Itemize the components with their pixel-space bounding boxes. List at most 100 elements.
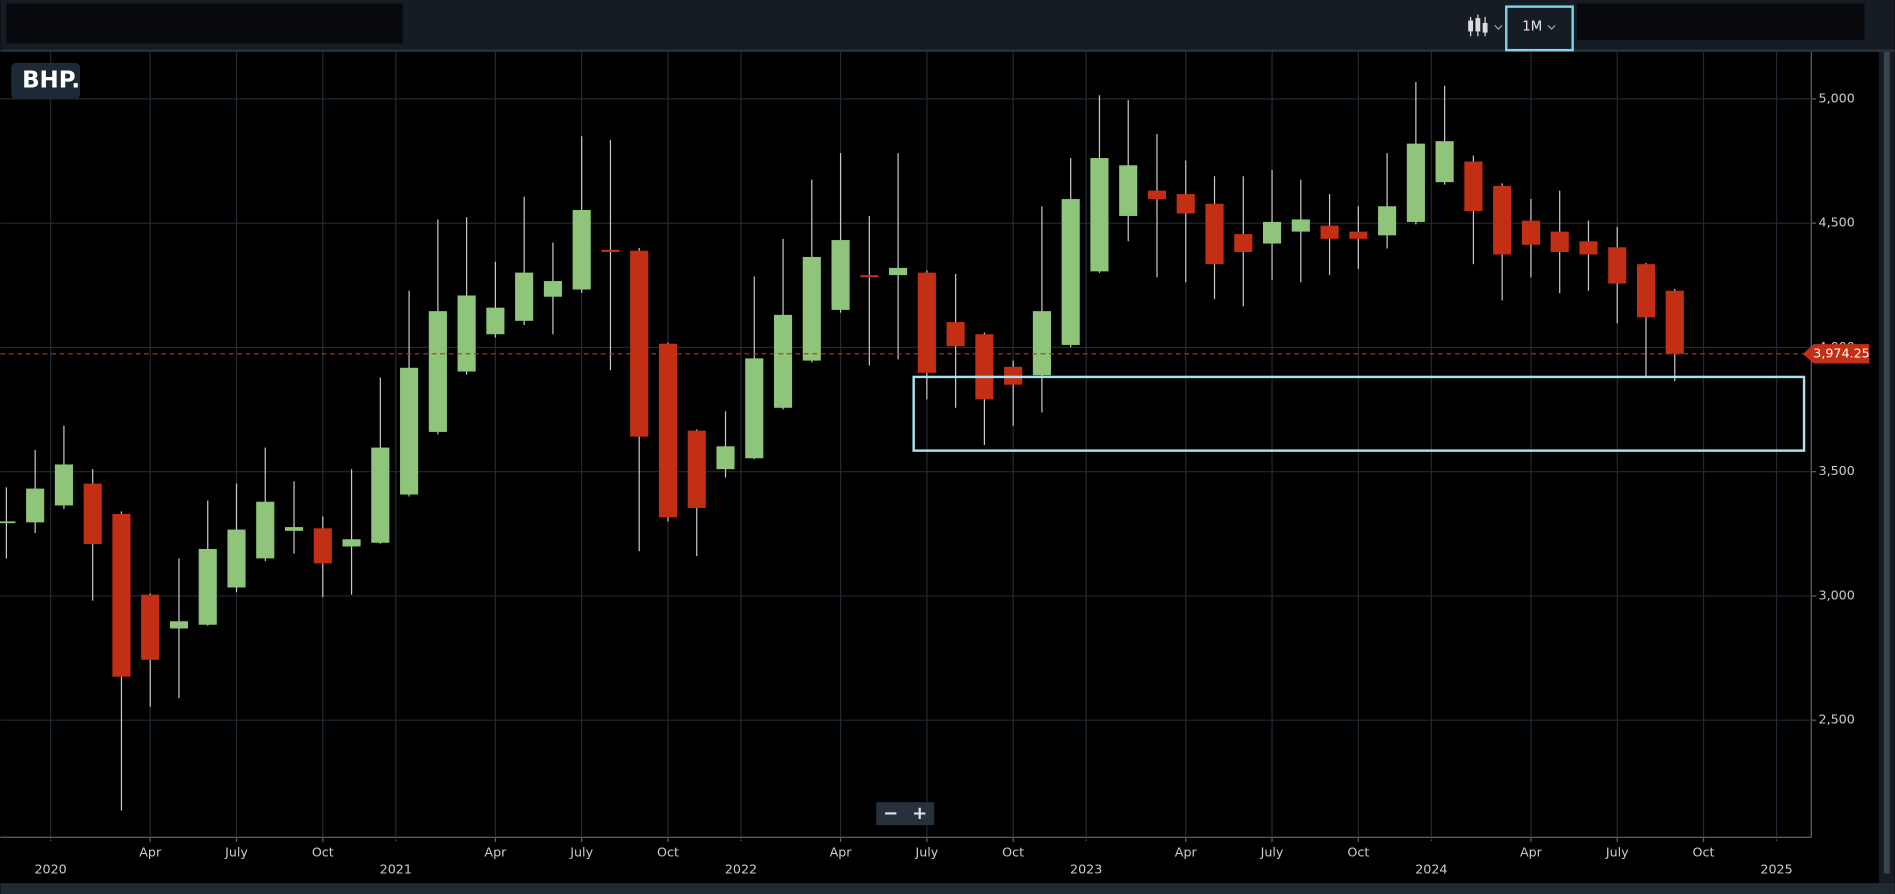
- x-tick-label: July: [569, 844, 593, 859]
- x-tick-label: 2025: [1760, 861, 1792, 876]
- candle-body: [630, 250, 649, 437]
- x-tick-label: Oct: [657, 844, 679, 859]
- candle-body: [141, 594, 160, 660]
- candle-body: [1061, 199, 1080, 345]
- candle-body: [1579, 241, 1598, 255]
- candle-body: [1234, 234, 1253, 252]
- x-tick-label: Oct: [1347, 844, 1369, 859]
- candle-body: [342, 539, 361, 547]
- x-tick-label: Apr: [484, 844, 507, 859]
- interval-label: 1M: [1522, 20, 1542, 35]
- scrollbar-thumb[interactable]: [1883, 51, 1890, 874]
- zoom-out[interactable]: −: [883, 803, 898, 824]
- candle-body: [486, 307, 505, 335]
- candle-body: [1378, 206, 1397, 236]
- x-tick-label: July: [1260, 844, 1284, 859]
- x-tick-label: 2022: [725, 861, 757, 876]
- candle-body: [1665, 290, 1684, 354]
- symbol: BHP.: [22, 67, 80, 93]
- x-tick-label: 2021: [380, 861, 412, 876]
- x-tick-label: Apr: [830, 844, 853, 859]
- candle-body: [515, 272, 534, 321]
- toolbar-border: [0, 49, 1895, 52]
- candle-body: [1464, 161, 1483, 211]
- last-price-label: 3,974.25: [1813, 345, 1869, 360]
- chart-type-button[interactable]: [1468, 14, 1503, 37]
- zoom-controls: − +: [876, 802, 935, 826]
- candle-body: [428, 311, 447, 432]
- y-tick-label: 3,000: [1819, 587, 1855, 602]
- candle-body: [1349, 231, 1368, 239]
- candle-body: [860, 275, 879, 278]
- candle-body: [1608, 247, 1627, 284]
- candle-body: [601, 249, 620, 252]
- candle-body: [198, 548, 217, 625]
- candle-body: [1406, 143, 1425, 222]
- x-tick-label: July: [914, 844, 938, 859]
- y-tick-label: 5,000: [1819, 90, 1855, 105]
- highlight-zone[interactable]: [912, 375, 1806, 452]
- candle-body: [1636, 264, 1656, 318]
- candle-body: [54, 464, 73, 506]
- candle-body: [112, 513, 131, 677]
- symbol-badge: [11, 62, 81, 100]
- x-tick-label: Apr: [1520, 844, 1543, 859]
- candle-body: [1262, 221, 1282, 244]
- candle-body: [658, 343, 678, 518]
- candle-body: [917, 272, 936, 373]
- bottom-strip: [0, 883, 1895, 894]
- last-price-tag: [1802, 344, 1870, 364]
- candle-body: [169, 621, 189, 629]
- zoom-in[interactable]: +: [912, 803, 927, 824]
- y-tick-label: 2,500: [1819, 712, 1855, 727]
- candle-body: [227, 529, 246, 588]
- candle-body: [83, 483, 102, 544]
- candle-body: [284, 527, 304, 531]
- candle-body: [1291, 219, 1310, 232]
- candle-body: [1435, 141, 1454, 183]
- x-tick-label: July: [224, 844, 248, 859]
- candle-body: [1493, 185, 1512, 255]
- candle-body: [457, 295, 476, 372]
- candle-body: [975, 334, 994, 400]
- candle-body: [543, 281, 562, 297]
- candle-body: [1147, 190, 1167, 200]
- candle-body: [400, 367, 419, 495]
- candle-body: [687, 430, 706, 508]
- candle-body: [1090, 158, 1109, 272]
- candle-body: [802, 256, 821, 361]
- x-tick-label: Oct: [312, 844, 334, 859]
- candle-body: [773, 314, 793, 408]
- x-tick-label: Oct: [1693, 844, 1715, 859]
- candle-body: [1521, 220, 1540, 245]
- candle-body: [946, 322, 965, 347]
- x-tick-label: Apr: [139, 844, 162, 859]
- search-box[interactable]: [6, 3, 403, 44]
- y-tick-label: 4,500: [1819, 215, 1855, 230]
- toolbar-field[interactable]: [1576, 3, 1865, 40]
- candle-body: [716, 446, 735, 470]
- candle-body: [889, 267, 908, 276]
- candle-body: [313, 528, 332, 564]
- x-tick-label: Apr: [1175, 844, 1198, 859]
- candle-body: [831, 240, 850, 310]
- x-tick-label: 2024: [1415, 861, 1447, 876]
- candle-body: [1320, 225, 1339, 239]
- candle-body: [26, 488, 45, 523]
- candle-body: [572, 209, 591, 290]
- plot-area: 2,5003,0003,5004,0004,5005,0002020AprJul…: [0, 51, 1870, 876]
- x-tick-label: 2023: [1070, 861, 1102, 876]
- x-tick-label: Oct: [1002, 844, 1024, 859]
- candle-body: [371, 447, 390, 543]
- y-tick-label: 3,500: [1819, 463, 1855, 478]
- candle-body: [0, 521, 16, 524]
- candle-body: [1205, 203, 1224, 265]
- zoom-panel: [876, 802, 935, 826]
- interval-button[interactable]: 1M: [1505, 5, 1574, 52]
- candle-body: [1119, 165, 1138, 216]
- candle-body: [256, 501, 275, 559]
- x-tick-label: 2020: [34, 861, 66, 876]
